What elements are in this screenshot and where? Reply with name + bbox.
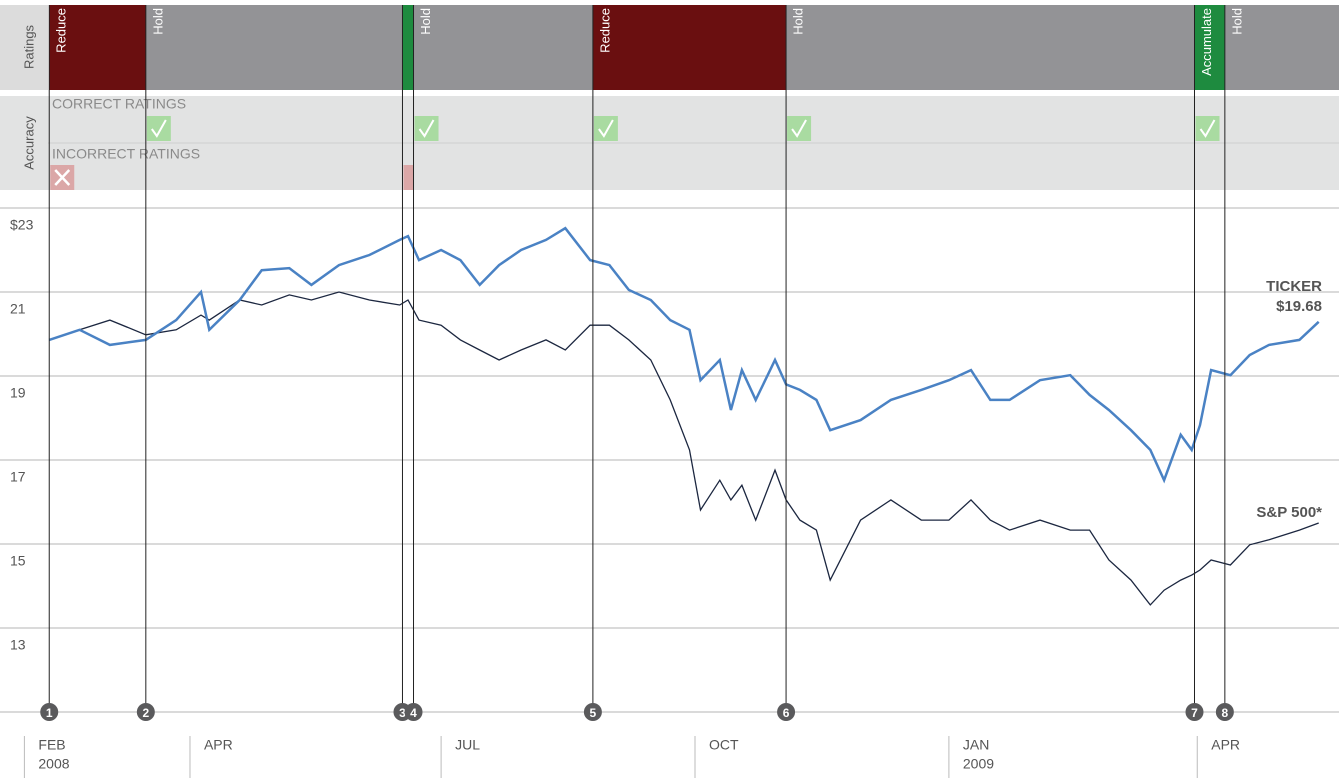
event-marker — [40, 703, 59, 721]
event-marker — [583, 703, 602, 721]
rating-band — [413, 5, 593, 90]
check-icon — [151, 119, 167, 138]
x-tick-label: JAN — [963, 737, 989, 753]
event-number: 3 — [399, 706, 406, 720]
event-marker — [777, 703, 796, 721]
check-icon — [418, 119, 435, 138]
ratings-label: Ratings — [21, 24, 36, 69]
event-number: 6 — [783, 706, 790, 720]
y-tick-label: 15 — [10, 553, 26, 569]
rating-band — [49, 5, 146, 90]
y-tick-label: 19 — [10, 385, 26, 401]
rating-label: Accumulate — [1199, 8, 1214, 76]
rating-label: Reduce — [54, 8, 69, 53]
event-number: 4 — [410, 706, 417, 720]
incorrect-label: INCORRECT RATINGS — [52, 146, 200, 162]
event-marker — [1185, 703, 1204, 721]
y-tick-label: 21 — [10, 301, 26, 317]
ticker-price: $19.68 — [1276, 298, 1322, 315]
rating-band — [786, 5, 1195, 90]
legend-sp500: S&P 500* — [1256, 504, 1322, 521]
event-marker — [136, 703, 155, 721]
ratings-side — [0, 5, 48, 90]
rating-label: Hold — [150, 8, 165, 35]
correct-box — [1195, 116, 1220, 141]
y-tick-label: $23 — [10, 217, 34, 233]
accuracy-label: Accuracy — [21, 116, 36, 170]
event-number: 2 — [142, 706, 149, 720]
x-tick-label: APR — [1211, 737, 1240, 753]
rating-band — [402, 5, 414, 90]
rating-band — [1194, 5, 1225, 90]
event-number: 8 — [1222, 706, 1229, 720]
correct-box — [146, 116, 171, 141]
check-icon — [1199, 119, 1216, 138]
rating-label: Hold — [418, 8, 433, 35]
series-line — [48, 291, 1319, 606]
event-marker — [404, 703, 423, 721]
x-tick-label: APR — [204, 737, 233, 753]
correct-box — [787, 116, 812, 141]
y-tick-label: 17 — [10, 469, 26, 485]
y-tick-label: 13 — [10, 637, 26, 653]
x-tick-label: JUL — [455, 737, 480, 753]
rating-band — [145, 5, 403, 90]
correct-box — [414, 116, 439, 141]
x-tick-label: OCT — [709, 737, 739, 753]
event-number: 5 — [590, 706, 597, 720]
rating-label: Reduce — [597, 8, 612, 53]
x-tick-year: 2008 — [38, 756, 69, 772]
x-icon — [54, 169, 71, 186]
rating-label: Hold — [1229, 8, 1244, 35]
legend-ticker: TICKER — [1266, 278, 1322, 295]
check-icon — [598, 119, 614, 138]
x-tick-year: 2009 — [963, 756, 994, 772]
incorrect-box — [403, 165, 414, 190]
rating-band — [592, 5, 787, 90]
event-number: 7 — [1191, 706, 1198, 720]
series-line — [48, 226, 1320, 484]
rating-band — [1224, 5, 1339, 90]
event-marker — [1215, 703, 1234, 721]
check-icon — [791, 119, 807, 138]
event-number: 1 — [46, 706, 53, 720]
correct-box — [593, 116, 618, 141]
correct-label: CORRECT RATINGS — [52, 96, 186, 112]
rating-label: Hold — [791, 8, 806, 35]
x-tick-label: FEB — [38, 737, 65, 753]
